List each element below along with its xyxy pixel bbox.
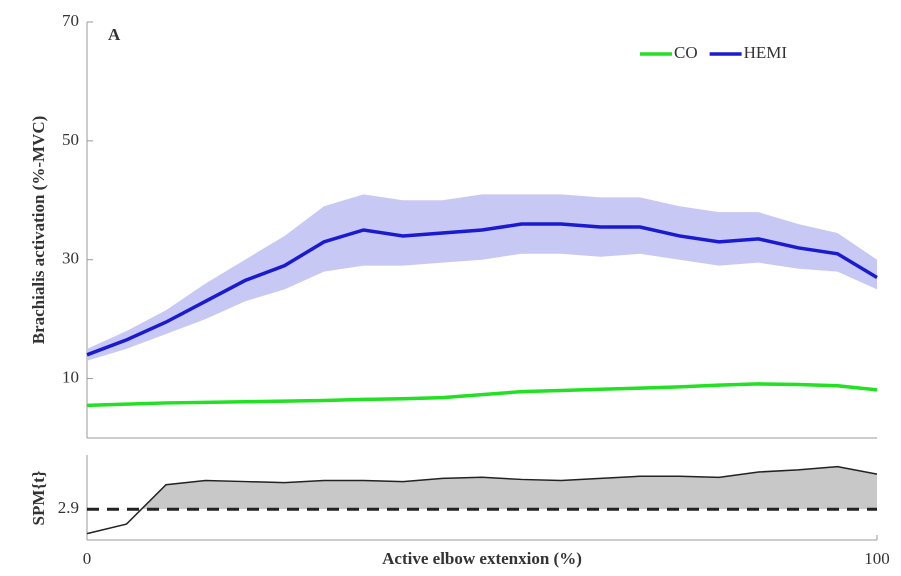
y-axis-label: Brachialis activation (%-MVC) xyxy=(29,116,48,345)
error-band xyxy=(87,194,877,361)
spm-line xyxy=(86,465,878,535)
y-tick-label: 30 xyxy=(62,249,79,268)
legend-label: CO xyxy=(674,43,698,62)
y-tick-label: 2.9 xyxy=(58,498,79,517)
y-tick-label: 50 xyxy=(62,130,79,149)
suprathreshold-area xyxy=(87,466,877,510)
x-tick-label: 0 xyxy=(83,549,92,568)
panel-label: A xyxy=(108,25,121,44)
series-line xyxy=(86,222,878,357)
legend-label: HEMI xyxy=(744,43,788,62)
series-line xyxy=(86,382,878,408)
y-tick-label: 10 xyxy=(62,367,79,386)
y-axis-label: SPM{t} xyxy=(29,470,48,525)
y-tick-label: 70 xyxy=(62,11,79,30)
x-tick-label: 100 xyxy=(864,549,890,568)
x-axis-label: Active elbow extenxion (%) xyxy=(382,549,582,568)
